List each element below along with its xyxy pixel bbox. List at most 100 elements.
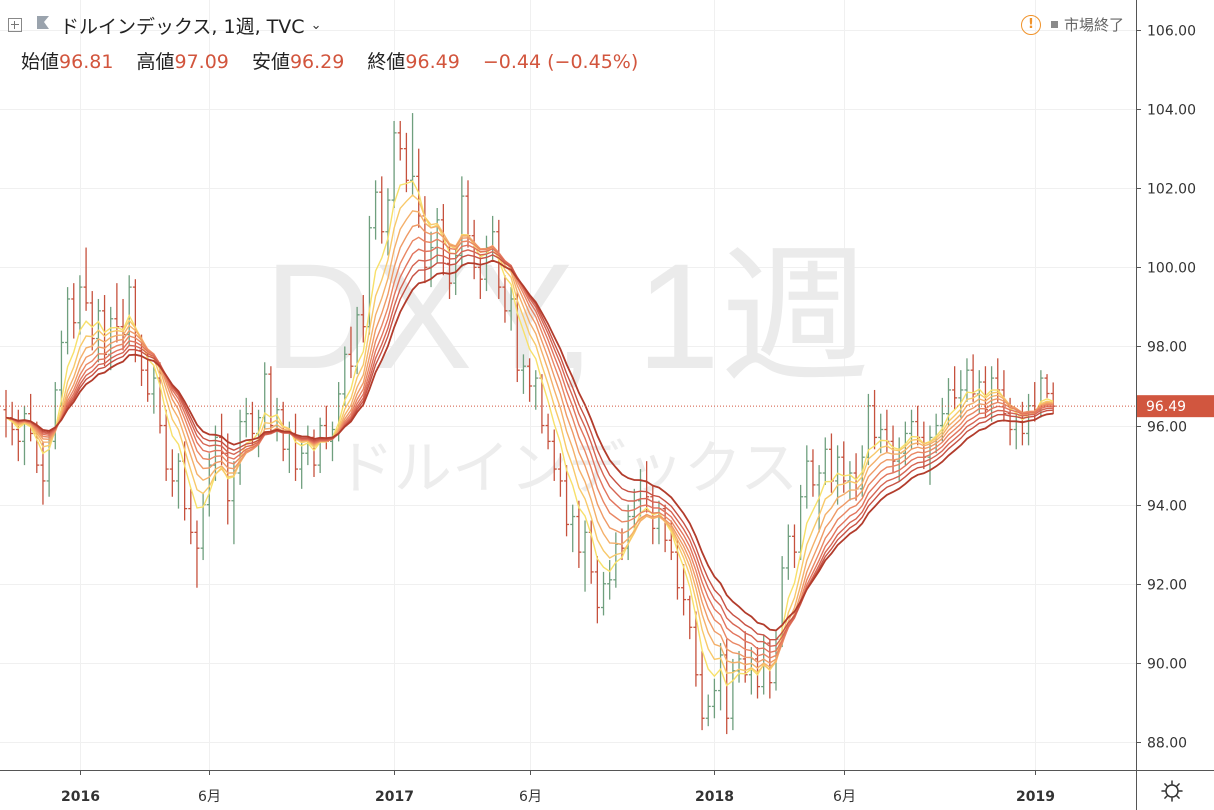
expand-plus-icon[interactable] (8, 18, 22, 32)
ohlc-bar (878, 413, 884, 454)
ohlc-bar (601, 571, 607, 616)
ohlc-bar (373, 180, 379, 240)
ohlc-bar (699, 651, 705, 731)
ema-line (5, 236, 1054, 659)
ohlc-bar (508, 287, 514, 331)
ohlc-bar (970, 354, 976, 402)
ohlc-bar (175, 453, 181, 509)
ohlc-bar (822, 437, 828, 485)
ohlc-bar (557, 453, 563, 497)
price-axis[interactable]: 88.00 90.00 92.00 94.00 96.00 98.00 100.00 102.… (1136, 24, 1196, 752)
ohlc-bar (533, 370, 539, 410)
flag-icon[interactable] (36, 15, 50, 35)
ohlc-bar (379, 176, 385, 244)
ohlc-bar (1019, 401, 1025, 446)
ohlc-bar (656, 500, 662, 545)
ohlc-bar (89, 291, 95, 351)
ohlc-bar (194, 520, 200, 588)
x-tick-label: 2016 (61, 789, 100, 805)
ohlc-bar (1026, 393, 1032, 446)
ohlc-bar (77, 275, 83, 335)
ohlc-bar (163, 409, 169, 481)
x-tick-label: 6月 (198, 789, 221, 805)
market-status[interactable]: ! 市場終了 (1020, 14, 1124, 35)
ohlc-bar (564, 465, 570, 537)
candlestick-series (3, 113, 1056, 735)
y-tick-label: 88.00 (1147, 736, 1187, 752)
ohlc-legend: 始値96.81 高値97.09 安値96.29 終値96.49 −0.44 (−… (21, 47, 655, 74)
ohlc-bar (311, 429, 317, 477)
ohlc-bar (835, 445, 841, 505)
ohlc-bar (348, 326, 354, 379)
y-tick-label: 104.00 (1147, 103, 1196, 119)
ema-line (5, 194, 1054, 674)
ohlc-bar (576, 500, 582, 568)
ohlc-bar (791, 524, 797, 568)
ohlc-bar (613, 532, 619, 588)
ohlc-bar (594, 556, 600, 624)
moving-average-ribbon (5, 180, 1054, 687)
ohlc-bar (71, 283, 77, 339)
warning-icon[interactable]: ! (1020, 14, 1041, 35)
ohlc-bar (785, 524, 791, 580)
time-axis[interactable]: 2016 6月 2017 6月 2018 6月 2019 (61, 770, 1055, 805)
low-value: 96.29 (289, 51, 345, 73)
settings-gear-icon[interactable] (1160, 779, 1184, 803)
ohlc-bar (582, 520, 588, 592)
ohlc-bar (21, 405, 27, 466)
ohlc-bar (188, 488, 194, 545)
ema-line (5, 249, 1054, 648)
ohlc-bar (810, 449, 816, 497)
ohlc-bar (730, 658, 736, 731)
last-price-value: 96.49 (1146, 399, 1186, 415)
ohlc-bar (804, 445, 810, 509)
ohlc-bar (718, 643, 724, 711)
open-label: 始値 (21, 51, 60, 73)
ohlc-bar (545, 413, 551, 450)
ohlc-bar (520, 354, 526, 394)
ema-line (5, 254, 1054, 641)
x-tick-label: 2018 (695, 789, 734, 805)
ema-line (5, 259, 1054, 632)
ohlc-bar (83, 247, 89, 311)
ohlc-bar (477, 255, 483, 299)
ohlc-bar (736, 651, 742, 683)
market-status-text: 市場終了 (1063, 16, 1124, 34)
ohlc-bar (952, 366, 958, 410)
ohlc-bar (502, 275, 508, 323)
watermark-symbol: DXY, 1週 (264, 232, 870, 400)
ema-line (5, 223, 1054, 664)
ohlc-bar (982, 366, 988, 418)
chevron-down-icon[interactable]: ⌄ (310, 17, 322, 33)
ohlc-bar (114, 283, 120, 343)
high-value: 97.09 (174, 51, 229, 73)
ohlc-bar (360, 295, 366, 343)
symbol-header: ドルインデックス, 1週, TVC ⌄ (8, 12, 321, 38)
ohlc-bar (798, 484, 804, 561)
ohlc-bar (385, 188, 391, 256)
ohlc-bar (687, 595, 693, 640)
ohlc-bar (724, 639, 730, 735)
x-tick-label: 6月 (519, 789, 542, 805)
ohlc-bar (28, 393, 34, 442)
ohlc-bar (323, 405, 329, 450)
close-value: 96.49 (405, 51, 460, 73)
ohlc-bar (65, 287, 71, 355)
open-value: 96.81 (59, 51, 114, 73)
high-label: 高値 (136, 51, 175, 73)
ohlc-bar (872, 389, 878, 450)
ohlc-bar (570, 504, 576, 553)
ohlc-bar (1050, 382, 1056, 415)
ohlc-bar (391, 120, 397, 208)
ohlc-bar (607, 560, 613, 600)
ohlc-bar (527, 358, 533, 402)
ohlc-bar (58, 330, 64, 406)
ohlc-bar (1044, 374, 1050, 398)
symbol-title[interactable]: ドルインデックス, 1週, TVC (60, 15, 305, 38)
ohlc-bar (625, 504, 631, 561)
ohlc-bar (342, 346, 348, 406)
close-label: 終値 (367, 51, 406, 73)
ema-line (5, 210, 1054, 669)
ohlc-bar (52, 382, 58, 450)
